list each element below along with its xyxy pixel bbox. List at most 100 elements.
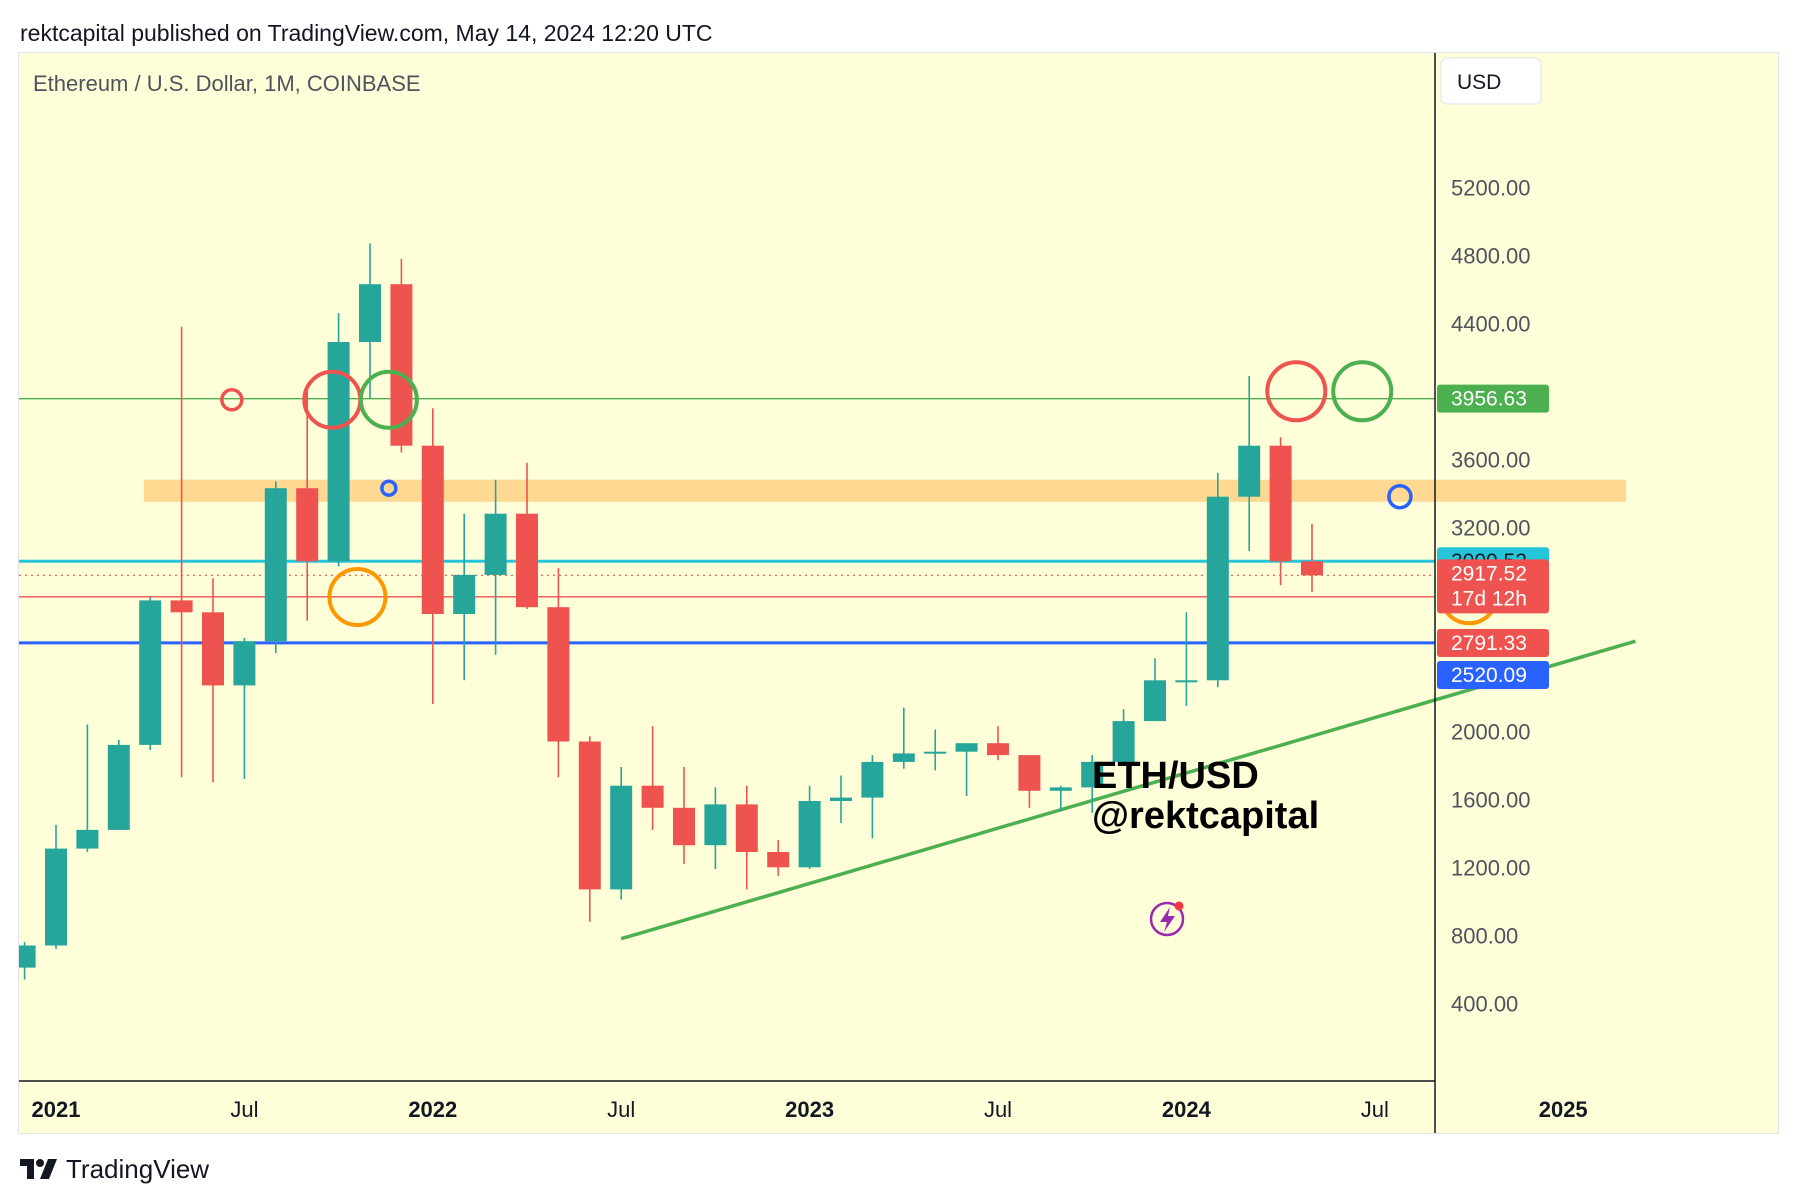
price-tick-5: 3200.00 bbox=[1451, 515, 1531, 540]
resistance-zone bbox=[143, 479, 1626, 502]
resistance-zone-layer bbox=[143, 479, 1626, 502]
candle-2022-08 bbox=[641, 726, 664, 830]
candle-body bbox=[1301, 561, 1323, 576]
candle-2021-04 bbox=[139, 597, 162, 750]
candle-2021-01 bbox=[45, 824, 67, 949]
time-tick-7: Jul bbox=[1361, 1097, 1389, 1122]
annotation-circle-6 bbox=[1331, 360, 1394, 423]
candle-body bbox=[547, 607, 570, 742]
candle-body bbox=[233, 641, 256, 686]
candle-2023-02 bbox=[830, 775, 852, 824]
annotation-circle-5 bbox=[1265, 360, 1328, 423]
candle-2023-11 bbox=[1112, 709, 1135, 766]
candle-body bbox=[484, 513, 507, 575]
chart-frame[interactable]: 400.00 800.00 1200.00 1600.00 2000.00 3200.00… bbox=[18, 52, 1779, 1134]
annotation-line-2: @rektcapital bbox=[1092, 795, 1319, 837]
candle-2024-02 bbox=[1206, 472, 1229, 688]
candle-body bbox=[767, 852, 790, 868]
level-label-value: 2791.33 bbox=[1451, 632, 1527, 655]
candle-body bbox=[453, 574, 476, 614]
candle-body bbox=[421, 445, 444, 614]
candle-body bbox=[735, 804, 758, 852]
time-tick-8: 2025 bbox=[1539, 1097, 1588, 1122]
candle-body bbox=[516, 513, 538, 608]
candle-body bbox=[673, 807, 695, 846]
candle-2021-11 bbox=[359, 243, 381, 399]
candle-body bbox=[170, 600, 193, 613]
level-label-value: 2917.52 bbox=[1451, 562, 1527, 585]
time-tick-6: 2024 bbox=[1162, 1097, 1212, 1122]
level-label-countdown: 17d 12h bbox=[1451, 587, 1527, 610]
candle-body bbox=[1238, 445, 1261, 497]
price-axis-ticks: 400.00 800.00 1200.00 1600.00 2000.00 3200.00… bbox=[1451, 175, 1531, 1016]
annotation-circle-7 bbox=[1387, 483, 1413, 510]
candle-2022-03 bbox=[484, 479, 507, 655]
candle-body bbox=[296, 488, 319, 562]
candle-2022-04 bbox=[516, 462, 538, 609]
currency-selector[interactable]: USD bbox=[1440, 57, 1542, 105]
candle-2023-10 bbox=[1081, 755, 1104, 813]
candle-2024-05 bbox=[1301, 523, 1323, 592]
candle-2023-07 bbox=[987, 726, 1009, 761]
candle-body bbox=[19, 945, 36, 968]
candle-body bbox=[892, 753, 915, 762]
plot-background bbox=[19, 53, 1435, 1081]
annotation-text-pair: ETH/USD @rektcapital bbox=[1092, 755, 1319, 837]
candle-body bbox=[76, 829, 99, 849]
candle-2020-12 bbox=[19, 942, 36, 980]
candle-2023-03 bbox=[861, 755, 884, 839]
candle-body bbox=[924, 751, 947, 754]
time-tick-4: 2023 bbox=[785, 1097, 834, 1122]
annotation-circles-layer bbox=[220, 360, 1499, 627]
price-tick-7: 4400.00 bbox=[1451, 311, 1531, 336]
candle-body bbox=[1018, 755, 1041, 791]
time-tick-3: Jul bbox=[607, 1097, 635, 1122]
candle-body bbox=[610, 785, 633, 890]
time-tick-1: Jul bbox=[230, 1097, 258, 1122]
tradingview-logo[interactable]: TradingView bbox=[20, 1152, 209, 1186]
time-tick-2: 2022 bbox=[408, 1097, 457, 1122]
time-tick-5: Jul bbox=[984, 1097, 1012, 1122]
candle-body bbox=[1206, 496, 1229, 681]
candle-2024-01 bbox=[1175, 612, 1198, 706]
replay-lightning-icon[interactable] bbox=[1149, 901, 1185, 937]
candle-2021-10 bbox=[327, 313, 350, 567]
level-label-bg bbox=[1437, 629, 1549, 657]
candle-2023-04 bbox=[892, 707, 915, 769]
candle-body bbox=[861, 761, 884, 798]
candle-2022-11 bbox=[735, 785, 758, 890]
candle-2024-03 bbox=[1238, 376, 1261, 552]
candle-2024-04 bbox=[1269, 437, 1292, 586]
candle-2021-02 bbox=[76, 724, 99, 852]
candle-body bbox=[704, 804, 727, 846]
price-tick-2: 1200.00 bbox=[1451, 855, 1531, 880]
chart-title: Ethereum / U.S. Dollar, 1M, COINBASE bbox=[33, 71, 421, 96]
candle-body bbox=[107, 744, 130, 830]
level-label-bg bbox=[1437, 661, 1549, 689]
annotation-circle-3 bbox=[380, 479, 398, 497]
price-chart[interactable]: 400.00 800.00 1200.00 1600.00 2000.00 3200.00… bbox=[19, 53, 1778, 1133]
candle-2021-07 bbox=[233, 637, 256, 779]
candle-body bbox=[1269, 445, 1292, 562]
price-tick-6: 3600.00 bbox=[1451, 447, 1531, 472]
time-axis-background bbox=[19, 1081, 1778, 1133]
candle-body bbox=[139, 600, 162, 745]
time-tick-0: 2021 bbox=[32, 1097, 81, 1122]
level-label-bg bbox=[1437, 384, 1549, 413]
candle-2022-10 bbox=[704, 787, 727, 869]
candle-2023-06 bbox=[955, 743, 978, 796]
publish-caption: rektcapital published on TradingView.com… bbox=[20, 20, 713, 46]
candles-layer bbox=[19, 243, 1323, 980]
candle-2021-03 bbox=[107, 739, 130, 830]
candle-2023-05 bbox=[924, 729, 947, 771]
tradingview-logo-icon bbox=[20, 1157, 58, 1181]
candle-body bbox=[1049, 787, 1072, 791]
level-label-0: 3956.63 bbox=[1437, 384, 1549, 413]
annotation-circle-0 bbox=[220, 388, 244, 412]
candle-body bbox=[987, 743, 1009, 756]
price-tick-4: 2000.00 bbox=[1451, 719, 1531, 744]
candle-2021-06 bbox=[202, 578, 224, 783]
candle-2021-09 bbox=[296, 386, 319, 621]
